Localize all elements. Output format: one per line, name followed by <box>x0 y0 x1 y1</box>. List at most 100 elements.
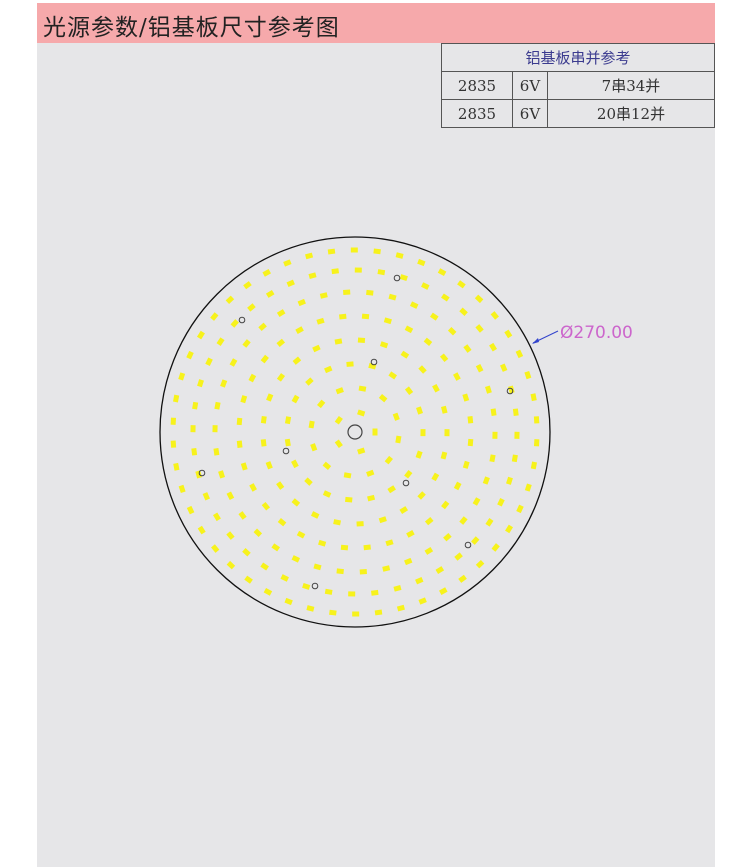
led-chip <box>216 337 225 346</box>
led-chip <box>361 313 370 320</box>
led-chip <box>310 443 318 452</box>
led-chip <box>225 295 235 305</box>
led-chip <box>370 589 379 596</box>
led-chip <box>512 408 519 417</box>
led-chip <box>291 555 301 563</box>
led-type: 2835 <box>441 71 513 100</box>
led-chip <box>265 461 273 470</box>
led-chip <box>240 462 248 471</box>
led-chip <box>363 544 371 551</box>
led-chip <box>393 585 402 592</box>
led-chip <box>339 313 347 320</box>
led-chip <box>357 409 366 417</box>
led-chip <box>516 504 524 514</box>
led-chip <box>472 497 481 506</box>
led-chip <box>492 431 498 439</box>
led-chip <box>378 516 387 524</box>
led-chip <box>243 281 252 290</box>
led-chip <box>378 394 388 403</box>
led-chip <box>424 516 434 526</box>
mounting-hole <box>311 582 319 590</box>
led-chip <box>197 525 206 535</box>
led-chip <box>404 325 414 334</box>
led-chip <box>453 372 461 381</box>
led-chip <box>218 470 226 479</box>
led-chip <box>431 472 440 482</box>
led-type: 2835 <box>441 99 513 128</box>
led-chip <box>489 454 496 463</box>
led-chip <box>404 469 413 479</box>
led-chip <box>316 317 325 325</box>
led-chip <box>262 268 271 277</box>
led-chip <box>418 365 427 374</box>
led-chip <box>373 248 381 255</box>
led-chip <box>439 587 448 596</box>
led-chip <box>195 470 202 479</box>
led-chip <box>329 609 337 616</box>
led-chip <box>511 454 518 463</box>
led-chip <box>170 417 177 425</box>
led-chip <box>242 339 251 348</box>
led-chip <box>240 395 248 404</box>
led-chip <box>226 560 236 570</box>
led-chip <box>490 408 497 416</box>
led-chip <box>533 416 540 424</box>
led-chip <box>505 524 514 534</box>
led-chip <box>334 415 343 425</box>
led-chip <box>310 511 320 519</box>
mounting-holes <box>198 274 514 590</box>
config: 20串12并 <box>547 99 715 128</box>
led-chip <box>504 329 513 339</box>
led-chip <box>260 562 269 571</box>
led-chip <box>331 268 340 275</box>
led-chip <box>388 293 397 301</box>
led-chip <box>248 373 257 383</box>
led-chip <box>305 377 314 386</box>
led-chip <box>462 393 470 402</box>
led-chip <box>334 338 343 345</box>
led-chip <box>313 563 322 571</box>
led-chip <box>357 337 366 343</box>
led-chip <box>475 363 484 373</box>
led-chip <box>260 354 269 364</box>
led-chip <box>354 267 362 273</box>
led-chip <box>359 569 367 575</box>
led-chip <box>447 327 457 336</box>
led-chip <box>421 282 430 290</box>
led-chip <box>474 294 484 304</box>
series-parallel-table: 铝基板串并参考 2835 6V 7串34并 2835 6V 20串12并 <box>441 43 715 128</box>
led-chip <box>324 365 333 374</box>
led-chip <box>226 531 235 540</box>
led-chip <box>348 591 356 597</box>
led-chip <box>302 583 311 590</box>
led-chip <box>439 353 449 363</box>
led-chip <box>508 385 515 394</box>
led-chip <box>327 248 336 255</box>
led-chip <box>350 247 358 253</box>
led-chip <box>457 280 466 289</box>
led-chip <box>284 438 291 447</box>
led-chip <box>395 435 402 444</box>
led-chip <box>220 379 228 388</box>
led-chip <box>249 483 257 492</box>
led-chip <box>424 546 434 555</box>
led-chip <box>443 532 452 542</box>
led-chip <box>319 292 328 299</box>
mounting-hole <box>393 274 401 282</box>
led-chip <box>366 289 374 296</box>
led-chip <box>490 311 499 320</box>
led-chip <box>276 309 286 318</box>
dimension-arrow <box>532 338 539 344</box>
led-chip <box>444 429 450 437</box>
led-chip <box>485 518 494 527</box>
led-chip <box>229 358 238 367</box>
led-chip <box>318 539 327 547</box>
led-chip <box>280 574 289 582</box>
led-chip <box>524 370 532 380</box>
voltage: 6V <box>512 99 548 128</box>
led-chip <box>440 451 448 460</box>
led-chip <box>260 439 267 447</box>
led-chip <box>211 544 220 553</box>
led-chip <box>379 341 389 349</box>
led-chip <box>173 462 180 471</box>
